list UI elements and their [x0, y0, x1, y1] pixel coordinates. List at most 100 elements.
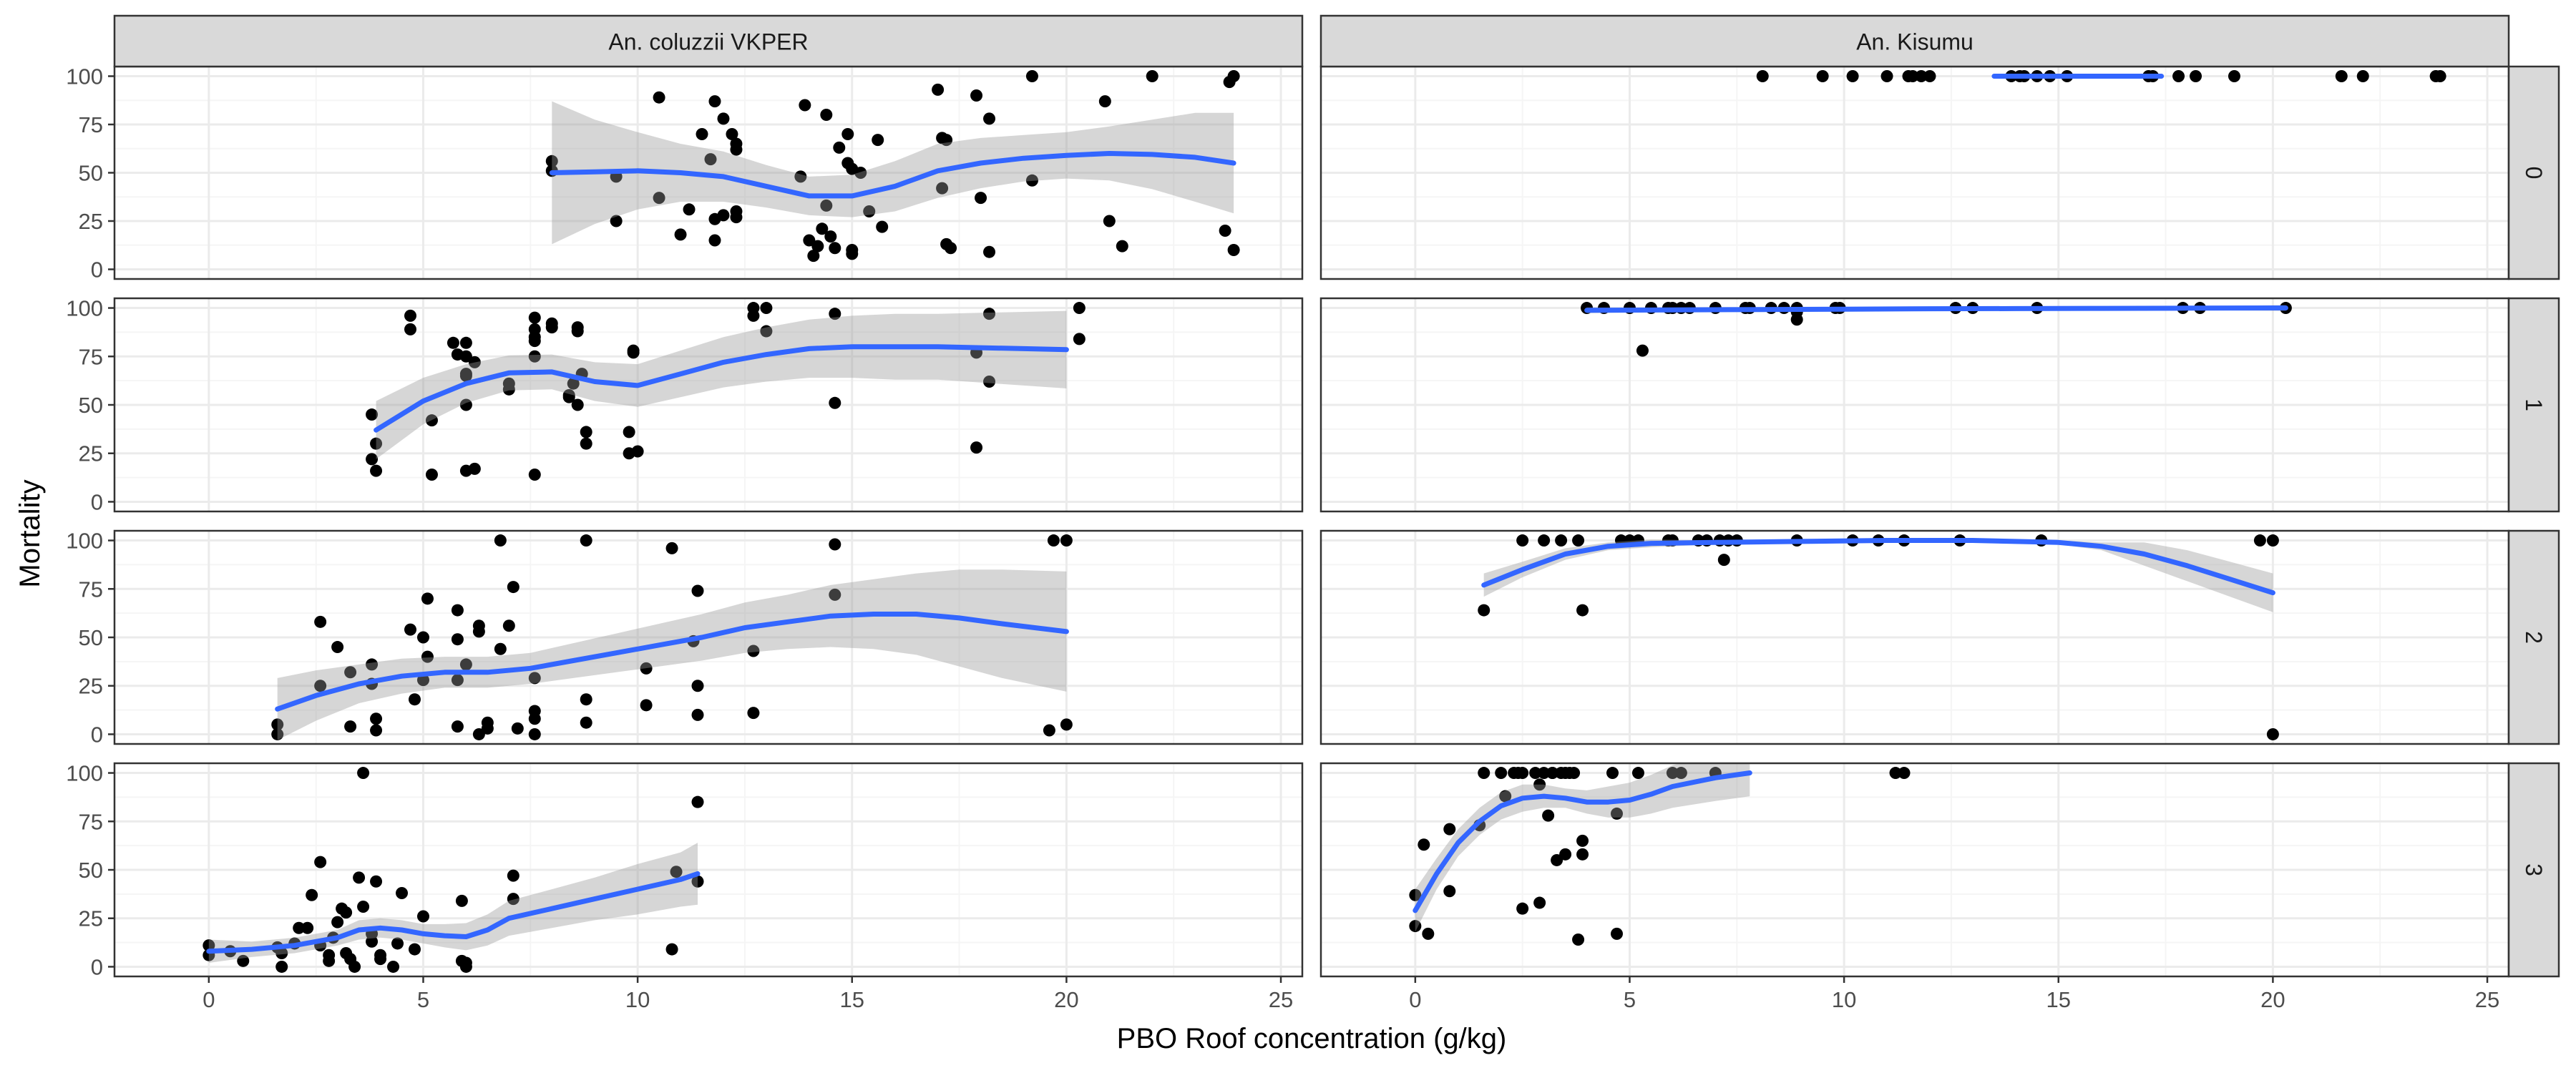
y-tick-label: 0 — [91, 489, 103, 514]
data-point — [794, 170, 807, 183]
panel-1-1 — [1321, 298, 2509, 511]
smooth-line — [275, 612, 1069, 712]
data-point — [640, 699, 653, 712]
x-tick-label: 10 — [1832, 987, 1856, 1012]
data-point — [1219, 225, 1231, 237]
data-point — [1606, 767, 1619, 780]
data-point — [1533, 896, 1546, 909]
x-tick-label: 25 — [2475, 987, 2499, 1012]
data-point — [271, 727, 284, 740]
data-point — [846, 248, 859, 260]
data-point — [1756, 70, 1769, 82]
data-point — [1533, 778, 1546, 791]
data-point — [404, 309, 417, 322]
data-point — [717, 112, 730, 125]
data-point — [696, 128, 708, 140]
data-point — [1572, 934, 1585, 946]
row-strip — [2507, 297, 2560, 513]
x-tick-label: 20 — [1054, 987, 1078, 1012]
data-point — [1631, 767, 1644, 780]
data-point — [447, 336, 459, 349]
y-tick-label: 100 — [66, 64, 103, 89]
data-point — [1443, 885, 1456, 898]
data-point — [370, 724, 383, 737]
y-tick-label: 50 — [79, 625, 103, 650]
y-tick-label: 75 — [79, 112, 103, 137]
data-point — [2266, 534, 2279, 547]
data-point — [1546, 767, 1559, 780]
smooth-line — [1584, 305, 2288, 313]
confidence-ribbon — [208, 843, 698, 963]
panel-data-1-0 — [1756, 70, 2446, 82]
data-point — [2434, 70, 2446, 82]
data-point — [459, 658, 472, 671]
data-point — [571, 398, 584, 411]
data-point — [1516, 902, 1529, 915]
data-point — [829, 588, 841, 601]
data-point — [580, 426, 592, 438]
data-point — [421, 650, 434, 663]
data-point — [348, 960, 361, 973]
data-point — [932, 83, 945, 96]
panel-data-0-1 — [366, 302, 1085, 481]
y-tick-label: 50 — [79, 393, 103, 418]
x-tick-label: 15 — [840, 987, 864, 1012]
column-strip-label: An. coluzzii VKPER — [608, 29, 808, 55]
data-point — [275, 960, 288, 973]
data-point — [970, 89, 983, 102]
confidence-ribbon — [552, 101, 1234, 245]
data-point — [511, 722, 524, 735]
data-point — [1025, 174, 1038, 187]
data-point — [528, 350, 541, 363]
data-point — [451, 720, 464, 733]
data-point — [314, 680, 327, 692]
column-strip-label: An. Kisumu — [1856, 29, 1974, 55]
data-point — [691, 680, 704, 692]
data-point — [1790, 313, 1803, 326]
x-tick-label: 10 — [625, 987, 650, 1012]
data-point — [1103, 215, 1116, 227]
data-point — [1478, 767, 1491, 780]
y-tick-label: 25 — [79, 209, 103, 234]
data-point — [421, 592, 434, 605]
column-strips: An. coluzzii VKPER An. Kisumu — [113, 14, 2510, 68]
data-point — [2228, 70, 2240, 82]
data-point — [1499, 790, 1512, 803]
data-point — [2335, 70, 2348, 82]
data-point — [983, 375, 996, 388]
data-point — [323, 949, 336, 961]
y-axis-label: Mortality — [14, 479, 46, 587]
data-point — [528, 727, 541, 740]
y-tick-label: 75 — [79, 577, 103, 602]
data-point — [747, 645, 760, 657]
y-tick-label: 50 — [79, 161, 103, 186]
data-point — [306, 888, 318, 901]
data-point — [1516, 767, 1529, 780]
row-strip-label: 2 — [2521, 631, 2547, 644]
data-point — [2172, 70, 2185, 82]
data-point — [945, 242, 957, 255]
x-tick-label: 5 — [1624, 987, 1636, 1012]
data-point — [627, 344, 640, 357]
data-point — [331, 641, 344, 654]
data-point — [683, 203, 696, 216]
x-tick-label: 0 — [1409, 987, 1421, 1012]
data-point — [863, 205, 876, 217]
y-tick-label: 0 — [91, 722, 103, 747]
data-point — [344, 720, 357, 733]
data-point — [610, 215, 623, 227]
panel-data-0-3 — [203, 767, 704, 973]
data-point — [670, 866, 683, 878]
data-point — [983, 245, 996, 258]
data-point — [717, 209, 730, 222]
data-point — [940, 134, 953, 147]
data-point — [567, 377, 580, 390]
data-point — [1116, 240, 1128, 253]
data-point — [366, 658, 379, 671]
data-point — [374, 949, 387, 961]
data-point — [730, 137, 743, 150]
data-point — [502, 377, 515, 390]
data-point — [1073, 302, 1085, 315]
data-point — [1898, 767, 1911, 780]
data-point — [408, 943, 421, 956]
